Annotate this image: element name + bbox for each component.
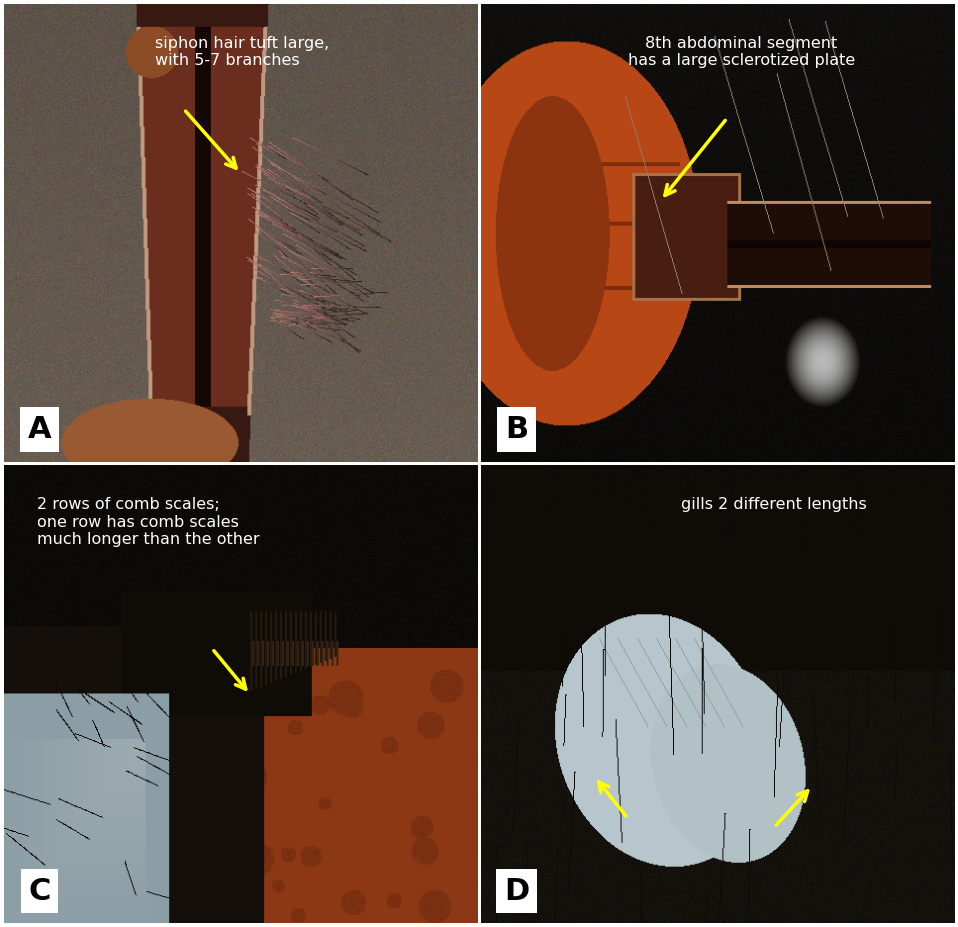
Text: C: C — [28, 877, 51, 906]
Text: 8th abdominal segment
has a large sclerotized plate: 8th abdominal segment has a large sclero… — [627, 36, 855, 69]
Text: siphon hair tuft large,
with 5-7 branches: siphon hair tuft large, with 5-7 branche… — [155, 36, 330, 69]
Text: B: B — [505, 415, 528, 444]
Text: D: D — [504, 877, 529, 906]
Text: A: A — [28, 415, 51, 444]
Text: gills 2 different lengths: gills 2 different lengths — [681, 498, 867, 513]
Text: 2 rows of comb scales;
one row has comb scales
much longer than the other: 2 rows of comb scales; one row has comb … — [37, 498, 260, 547]
